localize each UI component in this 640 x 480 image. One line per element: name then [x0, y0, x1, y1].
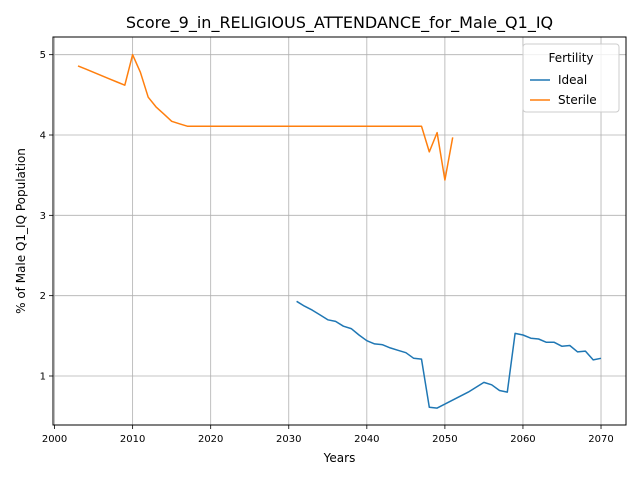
- x-tick-label: 2030: [276, 434, 301, 445]
- x-tick-label: 2040: [354, 434, 379, 445]
- legend-label-ideal: Ideal: [558, 73, 587, 87]
- legend-label-sterile: Sterile: [558, 93, 597, 107]
- y-tick-label: 3: [40, 211, 46, 222]
- axes-frame: [52, 36, 627, 426]
- chart-title: Score_9_in_RELIGIOUS_ATTENDANCE_for_Male…: [126, 13, 553, 33]
- y-tick-label: 2: [40, 291, 46, 302]
- x-tick-label: 2010: [120, 434, 145, 445]
- legend-title: Fertility: [548, 51, 593, 65]
- legend: Fertility Ideal Sterile: [522, 43, 620, 113]
- axis-ticks: 2000 2010 2020 2030 2040 2050 2060 2070 1 2 3 4 5: [40, 50, 614, 445]
- legend-box: [522, 43, 620, 113]
- legend-items: Ideal Sterile: [530, 73, 597, 107]
- y-tick-label: 1: [40, 371, 46, 382]
- x-tick-label: 2050: [432, 434, 457, 445]
- series-line-ideal: [296, 300, 602, 409]
- x-axis-label: Years: [323, 451, 356, 465]
- x-tick-label: 2060: [510, 434, 535, 445]
- x-tick-label: 2070: [588, 434, 613, 445]
- x-tick-label: 2000: [42, 434, 67, 445]
- series-line-sterile: [77, 53, 454, 181]
- y-tick-label: 5: [40, 50, 46, 61]
- y-tick-label: 4: [40, 131, 46, 142]
- y-axis-label: % of Male Q1_IQ Population: [14, 148, 28, 314]
- plot-lines: [77, 53, 602, 409]
- x-tick-label: 2020: [198, 434, 223, 445]
